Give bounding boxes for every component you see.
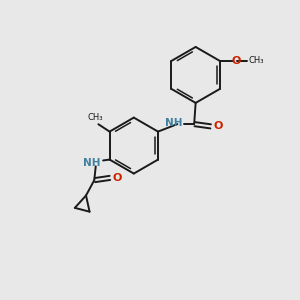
Text: NH: NH xyxy=(165,118,182,128)
Text: CH₃: CH₃ xyxy=(248,56,264,65)
Text: CH₃: CH₃ xyxy=(87,113,103,122)
Text: NH: NH xyxy=(83,158,101,167)
Text: O: O xyxy=(214,122,223,131)
Text: O: O xyxy=(231,56,240,66)
Text: O: O xyxy=(113,173,122,183)
